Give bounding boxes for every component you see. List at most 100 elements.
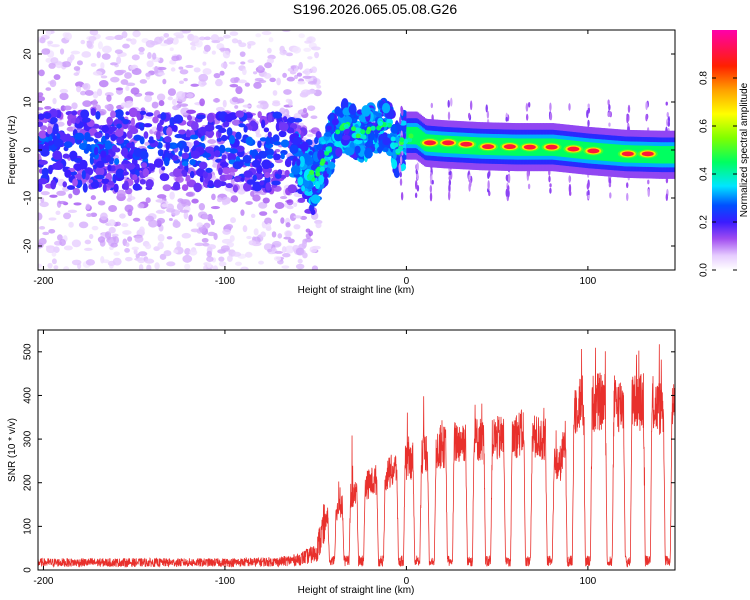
noise-blob <box>252 194 261 202</box>
noise-blob <box>293 215 302 219</box>
noise-blob <box>279 107 286 115</box>
noise-blob <box>273 256 282 262</box>
track-band <box>664 146 668 164</box>
spectrogram-ytick-label: 20 <box>23 48 34 60</box>
hotspot-blob <box>407 137 413 143</box>
noise-blob <box>176 240 181 249</box>
noise-blob <box>45 57 53 63</box>
noise-blob <box>147 52 152 59</box>
colorbar-tick-label: 0.4 <box>699 167 710 181</box>
peak-core <box>442 140 455 146</box>
band-blob <box>182 171 188 177</box>
noise-blob <box>119 213 126 219</box>
band-blob <box>207 180 214 187</box>
noise-blob <box>305 228 311 233</box>
band-blob <box>152 116 159 124</box>
noise-blob <box>67 209 78 214</box>
band-blob <box>172 168 182 178</box>
spectrogram-ytick-label: 10 <box>23 96 34 108</box>
spectrogram-ylabel: Frequency (Hz) <box>7 116 18 185</box>
band-blob <box>153 158 164 168</box>
noise-blob <box>134 235 144 243</box>
noise-blob <box>235 86 243 95</box>
band-blob <box>74 132 85 140</box>
band-blob <box>187 114 193 121</box>
band-blob <box>83 148 89 154</box>
band-blob <box>259 180 265 186</box>
noise-blob <box>63 105 72 111</box>
track-band <box>667 146 671 164</box>
band-blob <box>202 171 208 179</box>
transition-blob <box>335 147 343 158</box>
noise-blob <box>244 82 250 87</box>
transition-blob <box>327 161 336 170</box>
band-blob <box>229 134 236 145</box>
transition-blob <box>289 144 299 154</box>
band-blob <box>38 182 43 193</box>
noise-blob <box>38 69 45 77</box>
band-blob <box>221 154 227 161</box>
noise-blob <box>310 46 321 51</box>
band-blob <box>139 178 146 185</box>
streak-blob <box>468 174 471 181</box>
streak-blob <box>414 192 418 198</box>
noise-blob <box>132 30 141 38</box>
spectrogram-ytick-label: -10 <box>23 190 34 205</box>
streak-blob <box>447 111 451 121</box>
streak-blob <box>647 179 650 185</box>
band-blob <box>160 112 167 121</box>
noise-blob <box>298 33 305 39</box>
track-band <box>659 146 662 164</box>
noise-blob <box>61 61 72 68</box>
noise-blob <box>50 57 59 64</box>
noise-blob <box>157 233 165 242</box>
track-band <box>497 138 501 156</box>
noise-blob <box>100 212 108 221</box>
noise-blob <box>84 247 93 252</box>
band-blob <box>159 173 170 182</box>
noise-blob <box>179 69 189 75</box>
band-blob <box>48 165 53 175</box>
transition-blob <box>364 141 371 148</box>
band-blob <box>114 109 124 119</box>
streak-blob <box>399 171 402 178</box>
snr-plot: -200 -100 0 100 0 100 200 300 400 500 Height of s… <box>7 329 676 596</box>
streak-blob <box>416 184 420 192</box>
noise-blob <box>177 198 184 203</box>
noise-blob <box>59 48 65 55</box>
noise-blob <box>49 79 57 88</box>
streak-blob <box>431 179 434 185</box>
noise-blob <box>90 212 98 218</box>
noise-blob <box>285 52 293 57</box>
band-blob <box>122 171 129 176</box>
band-blob <box>76 138 82 144</box>
peak-core <box>641 151 654 157</box>
streak-blob <box>505 116 508 122</box>
hotspot-blob <box>395 148 401 154</box>
noise-blob <box>48 228 56 234</box>
noise-blob <box>130 87 140 95</box>
band-blob <box>107 164 112 172</box>
streak-blob <box>486 110 490 119</box>
noise-blob <box>297 80 306 85</box>
streak-blob <box>587 194 590 199</box>
streak-blob <box>607 112 610 117</box>
noise-blob <box>237 79 247 84</box>
noise-blob <box>276 77 281 86</box>
noise-blob <box>115 221 121 227</box>
noise-blob <box>48 62 56 69</box>
track-band <box>670 146 674 164</box>
band-blob <box>66 185 76 190</box>
band-blob <box>81 169 86 180</box>
noise-blob <box>274 201 285 210</box>
transition-blob <box>310 194 321 204</box>
noise-blob <box>38 95 46 102</box>
band-blob <box>222 121 230 128</box>
band-blob <box>62 153 70 159</box>
hotspot-blob <box>339 125 345 131</box>
noise-blob <box>315 222 322 229</box>
snr-ytick-label: 500 <box>23 343 34 360</box>
noise-blob <box>196 222 203 228</box>
transition-blob <box>381 102 391 114</box>
transition-blob <box>383 147 389 153</box>
